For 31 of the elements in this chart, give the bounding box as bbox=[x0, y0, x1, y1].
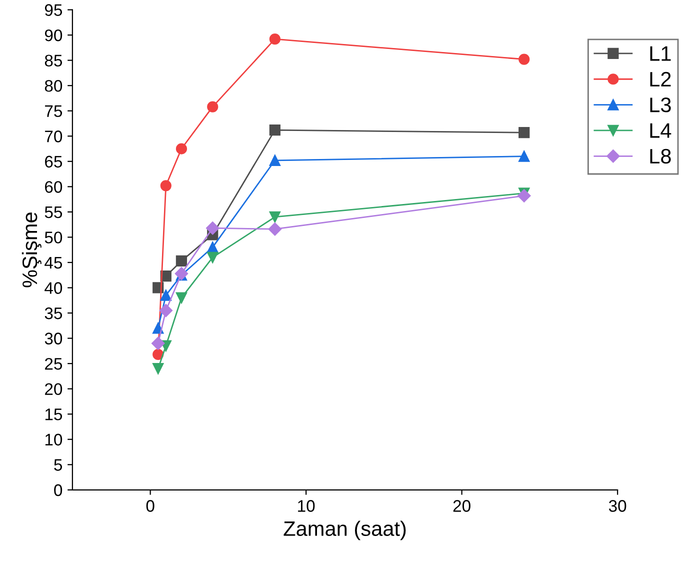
legend-label: L1 bbox=[650, 46, 671, 61]
x-tick-label: 30 bbox=[608, 500, 626, 512]
y-tick-label: 30 bbox=[44, 332, 62, 344]
y-tick-label: 65 bbox=[45, 156, 62, 168]
y-axis-title: %Şişme bbox=[22, 212, 42, 288]
y-tick-label: 45 bbox=[44, 257, 62, 269]
y-tick-label: 25 bbox=[45, 358, 62, 370]
x-tick-label: 10 bbox=[298, 500, 315, 512]
x-axis-title: Zaman (saat) bbox=[284, 520, 406, 540]
y-tick-label: 60 bbox=[45, 181, 62, 193]
x-tick-label: 20 bbox=[453, 500, 470, 512]
y-tick-label: 20 bbox=[45, 383, 62, 396]
y-tick-label: 80 bbox=[44, 80, 62, 92]
y-tick-label: 5 bbox=[54, 459, 62, 471]
legend-label: L8 bbox=[650, 148, 671, 164]
y-tick-label: 35 bbox=[44, 307, 62, 320]
y-tick-label: 50 bbox=[44, 232, 62, 244]
y-tick-label: 15 bbox=[45, 408, 62, 420]
y-tick-label: 55 bbox=[44, 206, 62, 218]
y-tick-label: 90 bbox=[44, 29, 62, 42]
y-tick-label: 70 bbox=[45, 130, 62, 142]
x-tick-label: 0 bbox=[146, 500, 154, 512]
legend-label: L4 bbox=[650, 123, 672, 138]
y-tick-label: 95 bbox=[44, 4, 62, 16]
y-tick-label: 75 bbox=[45, 105, 62, 118]
y-tick-label: 0 bbox=[54, 484, 62, 496]
legend-label: L2 bbox=[650, 72, 671, 86]
y-tick-label: 10 bbox=[45, 434, 62, 446]
legend-label: L3 bbox=[650, 98, 671, 112]
y-tick-label: 85 bbox=[44, 54, 62, 67]
y-tick-label: 40 bbox=[44, 282, 62, 294]
